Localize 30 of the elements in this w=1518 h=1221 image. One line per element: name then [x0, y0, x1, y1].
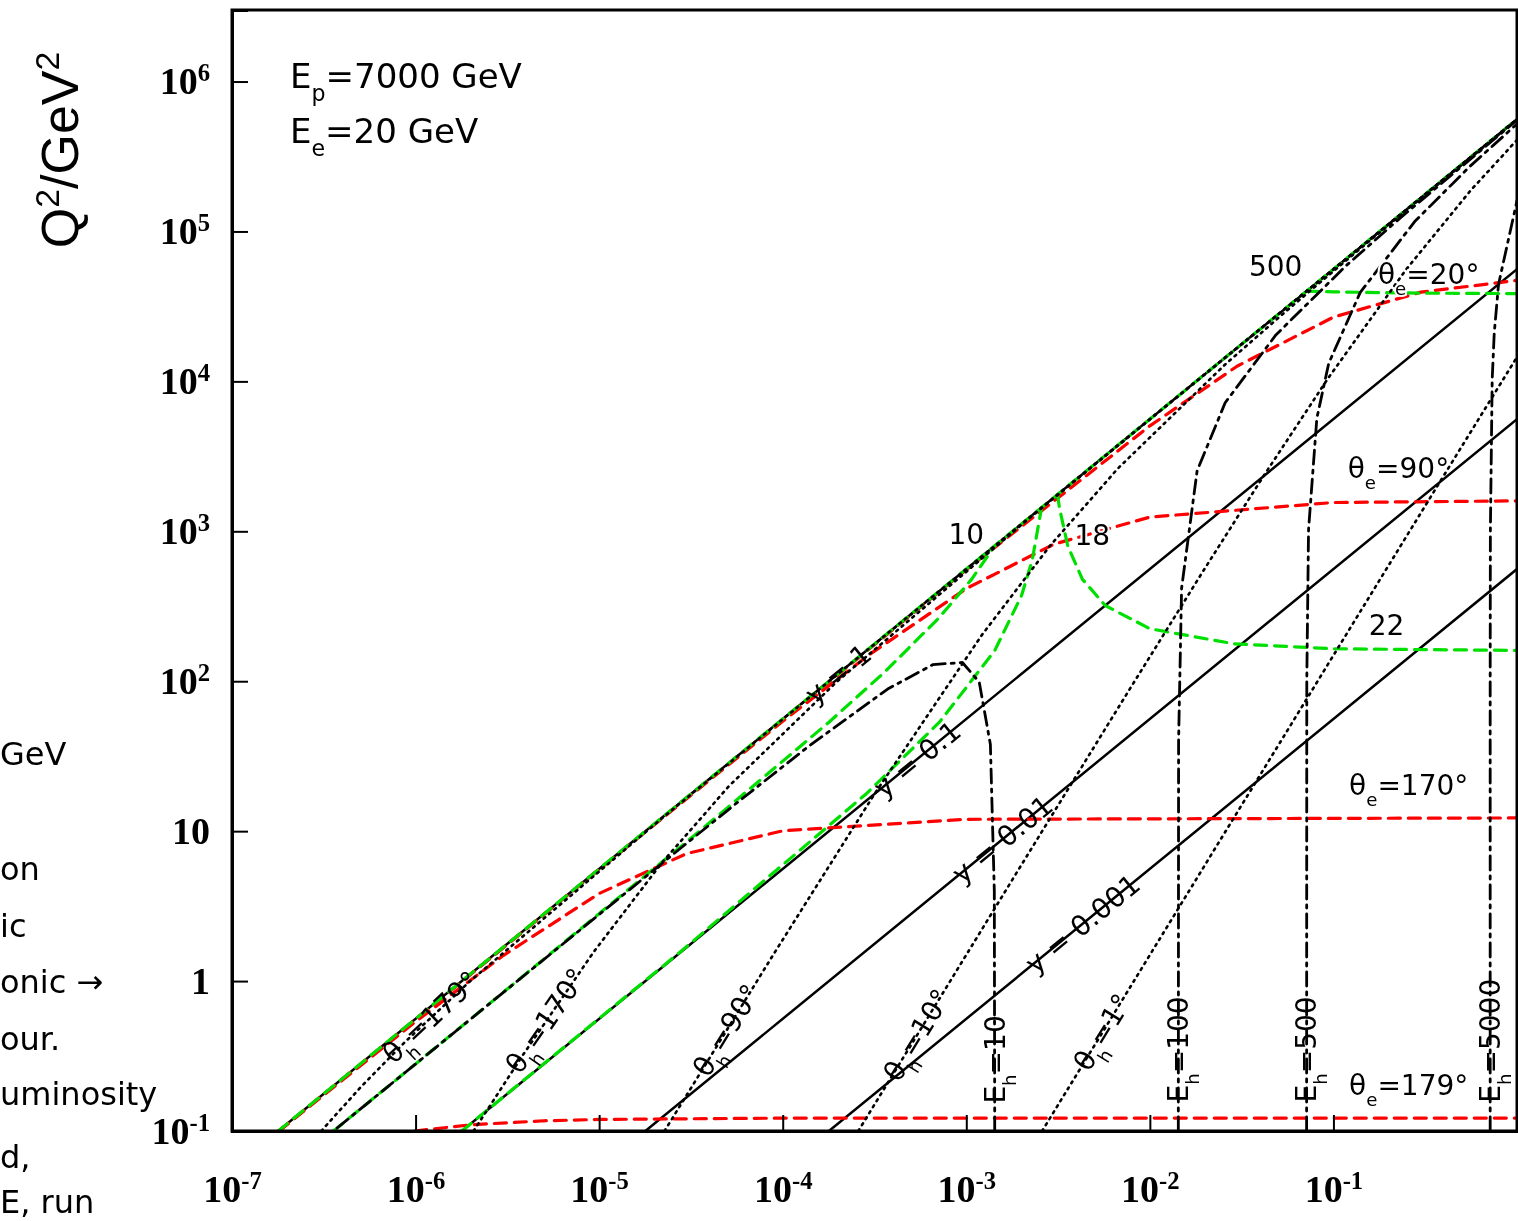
- x-tick-label: 10$^{-5}$: [570, 1166, 629, 1210]
- x-tick-label: 10$^{-6}$: [386, 1166, 446, 1210]
- y-tick-label: 10$^{4}$: [159, 358, 210, 403]
- x-tick-label: 10$^{-1}$: [1304, 1166, 1364, 1210]
- annotation: E$_{p}$=7000 GeV: [290, 56, 522, 106]
- text: on: [0, 850, 40, 888]
- y-tick-label: 1: [191, 959, 210, 1002]
- annotation: 22: [1368, 608, 1405, 642]
- annotation: θ$_{e}$=20°: [1377, 258, 1480, 299]
- annotation: θ$_{e}$=90°: [1347, 452, 1450, 493]
- x-tick-label: 10$^{-7}$: [203, 1166, 262, 1210]
- annotation: 10: [948, 517, 985, 551]
- annotation: 500: [1248, 250, 1303, 284]
- x-tick-label: 10$^{-2}$: [1121, 1166, 1180, 1210]
- y-tick-label: 10$^{2}$: [159, 658, 210, 702]
- text: GeV: [0, 735, 67, 773]
- text: our.: [0, 1020, 61, 1058]
- annotation: θ$_{e}$=179°: [1349, 1068, 1469, 1110]
- text: d,: [0, 1138, 31, 1176]
- text: onic →: [0, 963, 104, 1001]
- annotation: E$_{e}$=20 GeV: [290, 111, 479, 161]
- y-tick-label: 10$^{3}$: [159, 508, 210, 552]
- text: E, run: [0, 1183, 95, 1221]
- y-tick-label: 10$^{6}$: [159, 58, 210, 103]
- x-tick-label: 10$^{-4}$: [753, 1166, 813, 1210]
- y-tick-label: 10$^{5}$: [159, 208, 210, 253]
- text: ic: [0, 907, 27, 945]
- y-tick-label: 10: [172, 809, 210, 852]
- annotation: θ$_{e}$=170°: [1349, 769, 1469, 810]
- x-tick-label: 10$^{-3}$: [937, 1166, 997, 1210]
